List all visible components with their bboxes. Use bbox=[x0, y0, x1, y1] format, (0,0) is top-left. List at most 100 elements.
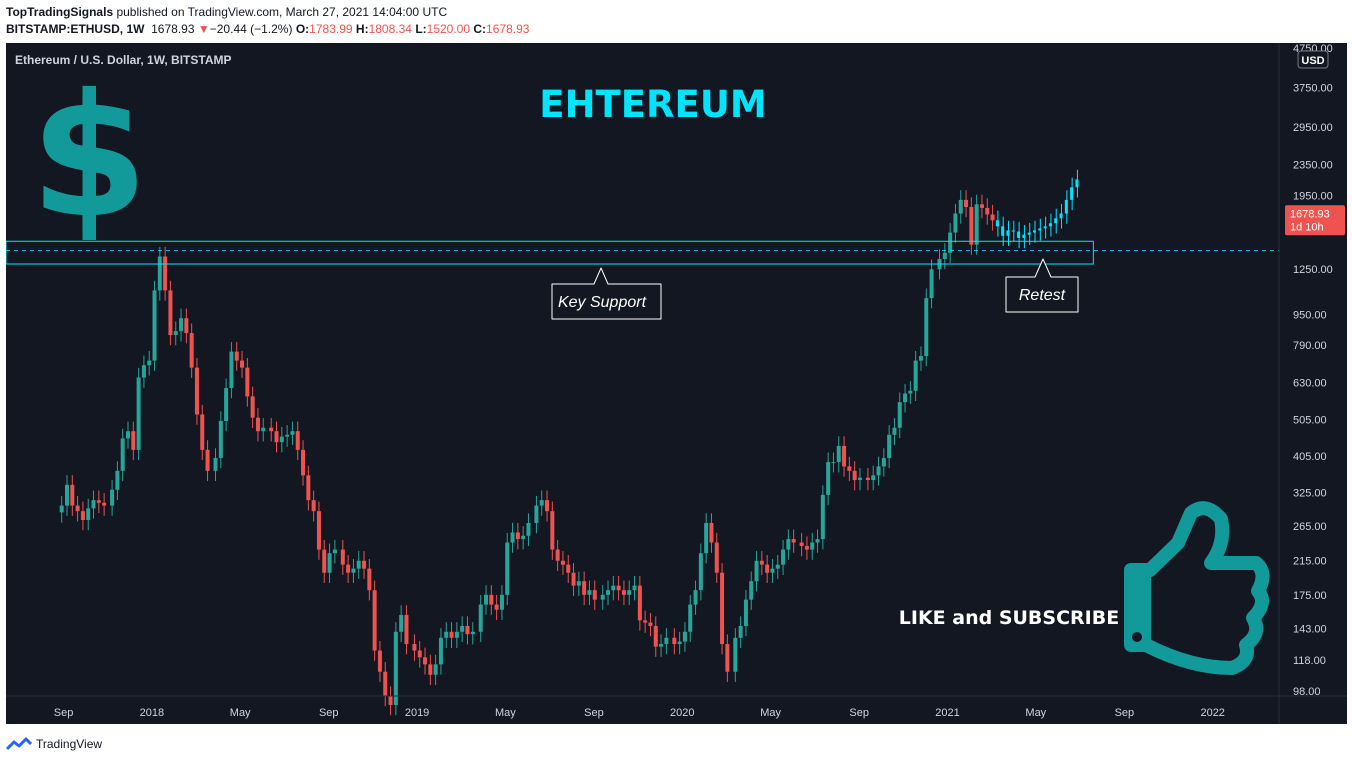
projection-bar-body bbox=[1075, 179, 1079, 188]
candle-body bbox=[340, 549, 345, 565]
candle bbox=[274, 421, 279, 453]
candle-body bbox=[688, 604, 693, 632]
candle bbox=[285, 425, 290, 447]
candle-body bbox=[550, 511, 555, 550]
candle-body bbox=[255, 417, 260, 432]
candle bbox=[539, 490, 544, 516]
candle bbox=[804, 536, 809, 560]
candle bbox=[157, 246, 162, 301]
projection-bar-body bbox=[1059, 213, 1063, 219]
projection-bar bbox=[1059, 203, 1063, 229]
candle bbox=[224, 378, 229, 432]
candle-body bbox=[887, 434, 892, 458]
candle-body bbox=[924, 298, 929, 357]
candle bbox=[269, 418, 274, 442]
currency-badge[interactable]: USD bbox=[1297, 50, 1329, 69]
candle bbox=[213, 448, 218, 482]
candle bbox=[417, 640, 422, 668]
candle-body bbox=[964, 199, 969, 208]
candle bbox=[64, 475, 69, 516]
candle-body bbox=[372, 590, 377, 651]
candle-body bbox=[979, 204, 984, 208]
key-support-label: Key Support bbox=[558, 294, 647, 311]
candle bbox=[948, 222, 953, 264]
candle bbox=[871, 465, 876, 491]
candle bbox=[290, 421, 295, 446]
candle bbox=[571, 563, 576, 596]
retest-label: Retest bbox=[1019, 287, 1066, 304]
candle-body bbox=[152, 290, 157, 361]
candle-body bbox=[560, 560, 565, 565]
candle bbox=[616, 575, 621, 601]
retest-callout[interactable]: Retest bbox=[1005, 258, 1079, 313]
last-price-tag-value: 1678.93 bbox=[1290, 208, 1330, 220]
projection-bar bbox=[1075, 169, 1079, 198]
candle bbox=[627, 580, 632, 606]
tradingview-brand[interactable]: TradingView bbox=[36, 737, 103, 751]
low-label: L: bbox=[415, 22, 427, 36]
candle bbox=[295, 421, 300, 461]
price-tick-label: 790.00 bbox=[1293, 340, 1327, 352]
candle bbox=[327, 543, 332, 583]
candle-body bbox=[592, 590, 597, 600]
candle bbox=[438, 628, 443, 675]
candle-body bbox=[194, 367, 199, 415]
candle-body bbox=[179, 318, 184, 332]
candle-body bbox=[969, 207, 974, 245]
candle bbox=[125, 421, 130, 449]
candle bbox=[377, 640, 382, 682]
candle bbox=[876, 456, 881, 486]
candle bbox=[423, 647, 428, 675]
candle-body bbox=[857, 477, 862, 481]
publisher-name[interactable]: TopTradingSignals bbox=[6, 5, 114, 19]
candle-body bbox=[115, 470, 120, 490]
candle-body bbox=[698, 553, 703, 591]
candle-body bbox=[881, 457, 886, 467]
candle bbox=[857, 468, 862, 491]
candle bbox=[714, 532, 719, 583]
candle bbox=[743, 589, 748, 637]
projection-bar bbox=[995, 210, 999, 237]
time-tick-label: 2022 bbox=[1200, 707, 1224, 719]
candle bbox=[964, 190, 969, 218]
candle bbox=[96, 490, 101, 514]
key-support-bubble bbox=[551, 267, 662, 320]
candle bbox=[709, 513, 714, 553]
chart-frame[interactable]: 98.00 118.00 143.00 175.00 215.00 265.00 325.0… bbox=[6, 43, 1347, 724]
candle-body bbox=[91, 500, 96, 509]
candle-body bbox=[311, 500, 316, 512]
candle bbox=[80, 501, 85, 531]
candle bbox=[449, 622, 454, 649]
projection-bar-body bbox=[1043, 226, 1047, 229]
candle-body bbox=[327, 553, 332, 573]
projection-bar-body bbox=[1027, 232, 1031, 235]
candle-body bbox=[720, 572, 725, 645]
candle bbox=[918, 346, 923, 371]
candle-body bbox=[545, 500, 550, 512]
candle bbox=[110, 480, 115, 516]
candle-body bbox=[131, 431, 136, 450]
candle-body bbox=[279, 436, 284, 443]
price-axis: 98.00 118.00 143.00 175.00 215.00 265.00 325.0… bbox=[1278, 43, 1333, 724]
support-zone-box bbox=[6, 240, 1094, 265]
candle-body bbox=[510, 532, 515, 543]
candle-body bbox=[460, 625, 465, 632]
time-tick-label: Sep bbox=[849, 707, 869, 719]
candle bbox=[942, 243, 947, 270]
candle bbox=[184, 308, 189, 344]
candle bbox=[147, 350, 152, 376]
candle bbox=[399, 605, 404, 643]
candle bbox=[115, 461, 120, 501]
candle-body bbox=[377, 650, 382, 672]
chart-canvas[interactable]: 98.00 118.00 143.00 175.00 215.00 265.00 325.0… bbox=[6, 43, 1347, 724]
candle bbox=[218, 411, 223, 469]
projection-bar bbox=[1043, 216, 1047, 239]
candle-body bbox=[250, 396, 255, 418]
low-value: 1520.00 bbox=[426, 22, 471, 36]
candle-body bbox=[526, 523, 531, 536]
price-tick-label: 2350.00 bbox=[1293, 160, 1333, 172]
candle bbox=[484, 585, 489, 615]
key-support-callout[interactable]: Key Support bbox=[551, 267, 662, 320]
candle bbox=[340, 539, 345, 575]
candle bbox=[356, 551, 361, 579]
